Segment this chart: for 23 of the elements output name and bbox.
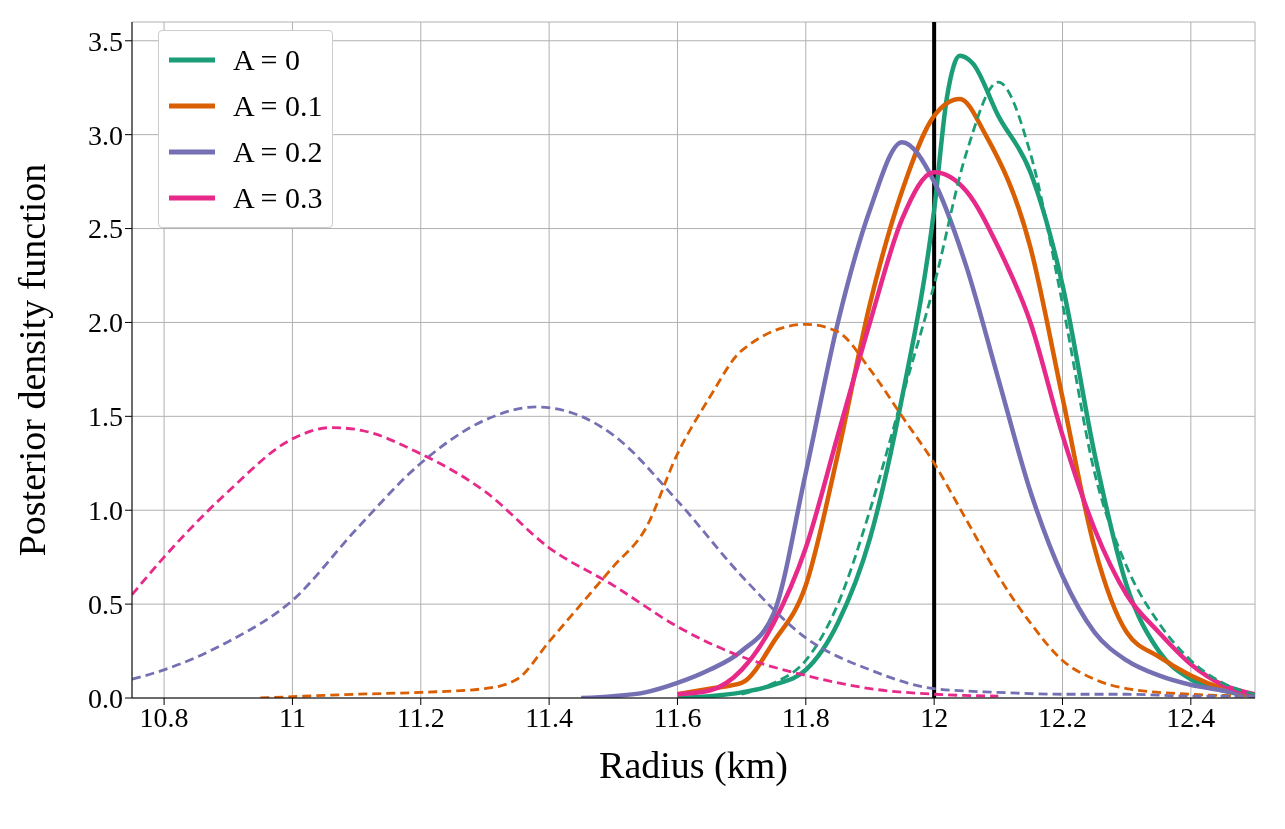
x-tick-label: 11.8 — [781, 701, 830, 733]
x-tick-label: 12.4 — [1166, 701, 1216, 733]
x-tick-label: 11 — [278, 701, 306, 733]
y-tick-label: 2.5 — [88, 213, 123, 245]
y-tick-label: 3.0 — [88, 119, 123, 151]
x-tick-label: 12 — [920, 701, 949, 733]
x-tick-label: 11.2 — [396, 701, 445, 733]
y-tick-label: 0.5 — [88, 589, 123, 621]
legend-label: A = 0 — [233, 43, 300, 77]
legend-label: A = 0.2 — [233, 135, 323, 169]
y-tick-label: 1.5 — [88, 401, 123, 433]
y-tick-label: 0.0 — [88, 682, 123, 714]
x-axis-title: Radius (km) — [599, 744, 788, 787]
legend-label: A = 0.1 — [233, 89, 323, 123]
x-tick-label: 11.6 — [653, 701, 702, 733]
x-tick-label: 12.2 — [1037, 701, 1087, 733]
y-tick-label: 1.0 — [88, 495, 123, 527]
y-tick-label: 2.0 — [88, 307, 123, 339]
y-axis-title: Posterior density function — [11, 163, 54, 557]
legend-label: A = 0.3 — [233, 181, 323, 215]
x-tick-label: 10.8 — [139, 701, 189, 733]
y-tick-label: 3.5 — [88, 25, 123, 57]
x-tick-label: 11.4 — [525, 701, 574, 733]
